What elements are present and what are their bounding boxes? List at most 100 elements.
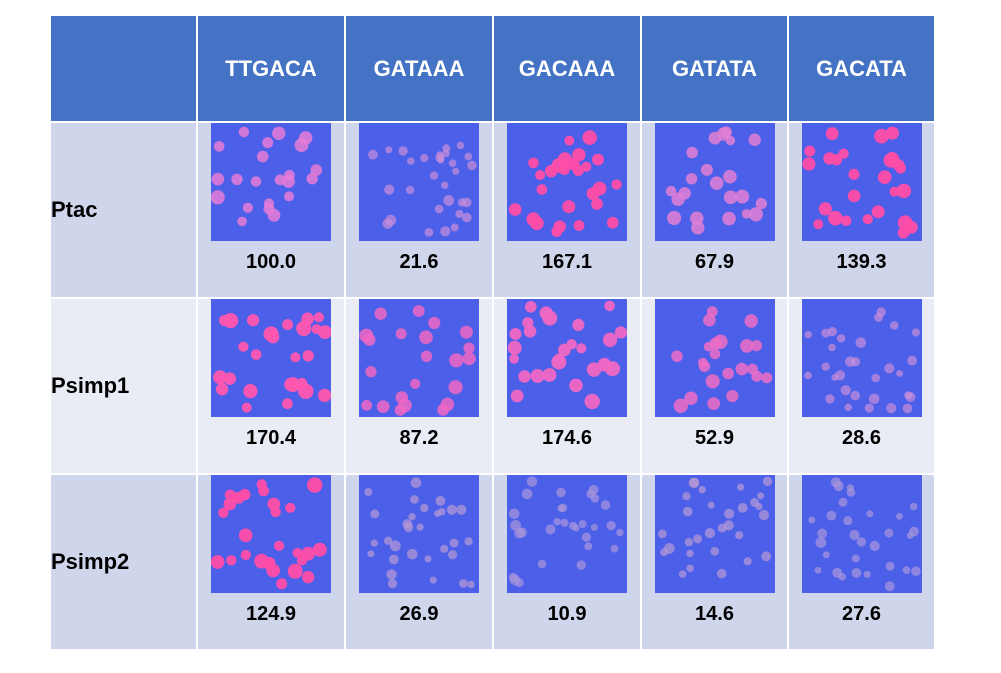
colony-dot <box>307 477 323 493</box>
colony-dot <box>569 521 578 530</box>
row-label-ptac: Ptac <box>49 121 198 299</box>
colony-dot <box>855 337 866 348</box>
colony-dot <box>607 216 619 229</box>
colony-dot <box>436 151 444 159</box>
colony-dot <box>709 546 719 556</box>
colony-dot <box>448 550 458 560</box>
colony-dot <box>820 328 830 338</box>
column-header-gacaaa: GACAAA <box>492 14 642 123</box>
colony-dot <box>242 202 253 213</box>
colony-dot <box>895 370 903 377</box>
colony-dot <box>584 542 593 551</box>
colony-dot <box>258 485 269 497</box>
plate-value: 139.3 <box>836 251 887 273</box>
table-cell: 124.9 <box>196 473 346 651</box>
colony-dot <box>582 130 597 145</box>
colony-dot <box>462 352 476 366</box>
colony-dot <box>572 318 585 331</box>
colony-dot <box>815 537 826 548</box>
colony-dot <box>697 357 708 368</box>
colony-dot <box>537 559 547 569</box>
colony-dot <box>407 548 418 560</box>
colony-dot <box>238 528 253 543</box>
colony-dot <box>448 380 463 395</box>
plate-value: 87.2 <box>399 427 439 449</box>
colony-dot <box>709 176 723 190</box>
colony-dot <box>868 393 879 405</box>
colony-dot <box>902 403 912 414</box>
colony-dot <box>896 183 911 199</box>
colony-dot <box>856 537 866 547</box>
colony-dot <box>897 226 909 239</box>
colony-dot <box>818 202 832 216</box>
colony-dot <box>464 152 473 161</box>
colony-dot <box>398 146 408 156</box>
colony-dot <box>838 497 847 507</box>
colony-dot <box>700 163 713 176</box>
colony-dot <box>521 488 533 500</box>
colony-dot <box>384 184 395 195</box>
colony-dot <box>240 549 251 561</box>
colony-dot <box>837 148 849 159</box>
colony-dot <box>282 398 293 410</box>
colony-dot <box>215 383 229 396</box>
plate-background <box>359 475 479 593</box>
colony-dot <box>734 189 749 204</box>
colony-dot <box>448 159 457 168</box>
colony-dot <box>238 341 249 352</box>
colony-dot <box>510 389 524 403</box>
colony-dot <box>509 353 519 364</box>
row-label-psimp2: Psimp2 <box>49 473 198 651</box>
table-cell: 100.0 <box>196 121 346 299</box>
colony-dot <box>412 305 425 317</box>
colony-dot <box>708 131 721 145</box>
plate-image <box>654 123 775 241</box>
colony-dot <box>735 362 748 376</box>
plate-image <box>801 299 922 417</box>
colony-dot <box>576 343 587 354</box>
colony-dot <box>611 179 622 190</box>
colony-dot <box>821 362 830 371</box>
colony-dot <box>836 334 845 343</box>
table-cell: 21.6 <box>344 121 494 299</box>
colony-dot <box>746 363 758 375</box>
colony-dot <box>410 495 419 504</box>
colony-dot <box>807 516 815 524</box>
colony-dot <box>528 157 539 169</box>
colony-dot <box>850 357 860 367</box>
colony-dot <box>237 216 247 227</box>
colony-dot <box>359 328 374 343</box>
colony-dot <box>284 191 295 202</box>
colony-dot <box>902 566 910 575</box>
plate-value: 67.9 <box>695 251 734 273</box>
colony-dot <box>542 310 558 326</box>
colony-dot <box>827 343 836 352</box>
colony-dot <box>241 402 252 413</box>
colony-dot <box>685 549 694 558</box>
plate-value: 174.6 <box>541 427 593 449</box>
colony-dot <box>312 542 327 557</box>
colony-dot <box>873 313 883 322</box>
table-cell: 170.4 <box>196 297 346 475</box>
colony-dot <box>847 189 860 203</box>
colony-dot <box>865 510 873 518</box>
colony-dot <box>514 578 524 588</box>
colony-dot <box>424 555 432 563</box>
colony-dot <box>814 566 821 574</box>
colony-dot <box>440 226 451 237</box>
colony-dot <box>723 520 734 531</box>
colony-dot <box>274 540 285 551</box>
colony-dot <box>804 330 812 339</box>
colony-dot <box>581 161 592 172</box>
colony-dot <box>903 391 912 400</box>
colony-dot <box>285 502 296 513</box>
colony-dot <box>361 399 373 411</box>
colony-dot <box>459 579 468 588</box>
colony-dot <box>670 192 685 206</box>
colony-dot <box>551 354 567 370</box>
colony-table: TTGACA GATAAA GACAAA GATATA GACATA Ptac … <box>49 14 936 651</box>
plate-value: 52.9 <box>695 427 734 449</box>
colony-dot <box>386 569 397 580</box>
colony-dot <box>462 212 472 223</box>
colony-dot <box>830 477 841 488</box>
